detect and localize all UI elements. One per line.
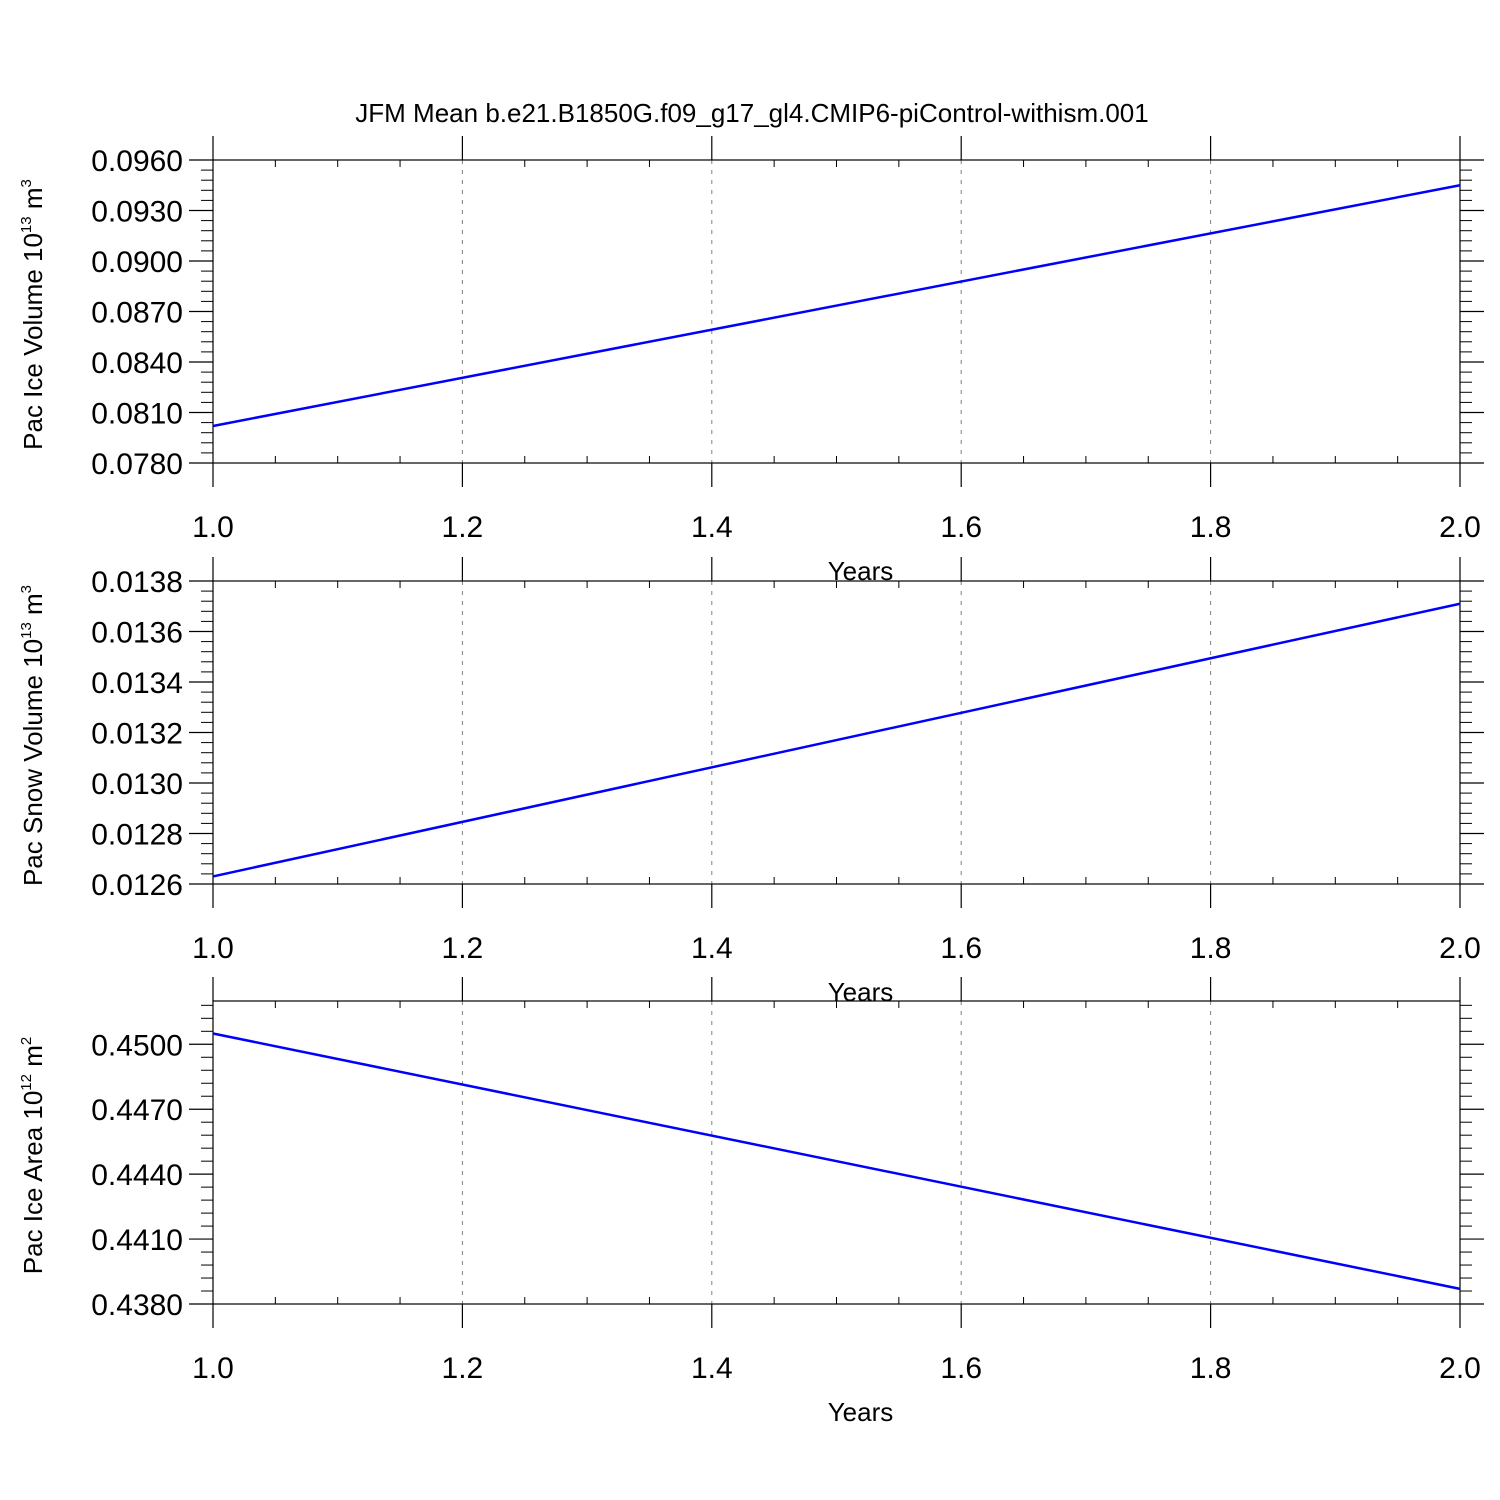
y-tick-label: 0.0138	[91, 566, 183, 599]
chart-panel-1: 1.0 1.2 1.4 1.6 1.8 2.0 0.0780 0.0810 0.0840 0.08…	[18, 136, 1484, 586]
y-tick-label: 0.0870	[91, 297, 183, 330]
y-tick-label: 0.0130	[91, 768, 183, 801]
y-tick-label: 0.4380	[91, 1289, 183, 1322]
series-line	[212, 1032, 1461, 1291]
x-tick-label: 1.6	[940, 932, 982, 965]
x-tick-label: 1.8	[1190, 511, 1232, 544]
x-tick-label: 1.4	[691, 932, 733, 965]
x-tick-label: 1.0	[192, 1352, 234, 1385]
y-tick-label: 0.4500	[91, 1029, 183, 1062]
y-axis-label: Pac Snow Volume 1013 m3	[18, 585, 48, 886]
x-tick-label: 1.6	[940, 1352, 982, 1385]
panels: 1.0 1.2 1.4 1.6 1.8 2.0 0.0780 0.0810 0.0840 0.08…	[18, 136, 1484, 1427]
y-tick-label: 0.0126	[91, 869, 183, 902]
y-tick-label: 0.0810	[91, 398, 183, 431]
chart-panel-2: 1.0 1.2 1.4 1.6 1.8 2.0 0.0126 0.0128 0.0130 0.01…	[18, 557, 1484, 1007]
x-tick-label: 1.4	[691, 1352, 733, 1385]
y-tick-label: 0.0136	[91, 617, 183, 650]
y-tick-label: 0.0128	[91, 819, 183, 852]
x-tick-label: 1.2	[442, 1352, 484, 1385]
x-tick-label: 1.4	[691, 511, 733, 544]
y-tick-label: 0.4440	[91, 1159, 183, 1192]
x-tick-label: 2.0	[1439, 511, 1481, 544]
x-tick-label: 1.8	[1190, 1352, 1232, 1385]
x-tick-label: 1.6	[940, 511, 982, 544]
y-tick-label: 0.0780	[91, 448, 183, 481]
x-axis-label: Years	[828, 977, 894, 1007]
series-line	[212, 184, 1461, 428]
y-axis-label: Pac Ice Area 1012 m2	[18, 1037, 48, 1274]
y-tick-label: 0.0840	[91, 347, 183, 380]
x-tick-label: 1.2	[442, 932, 484, 965]
y-tick-label: 0.0134	[91, 667, 183, 700]
y-axis-label: Pac Ice Volume 1013 m3	[18, 179, 48, 450]
x-tick-label: 1.0	[192, 511, 234, 544]
y-tick-label: 0.4470	[91, 1094, 183, 1127]
series-line	[212, 602, 1461, 878]
x-tick-label: 2.0	[1439, 932, 1481, 965]
x-tick-label: 1.2	[442, 511, 484, 544]
x-axis-label: Years	[828, 1397, 894, 1427]
y-tick-label: 0.0900	[91, 246, 183, 279]
figure-title: JFM Mean b.e21.B1850G.f09_g17_gl4.CMIP6-…	[355, 98, 1148, 128]
x-tick-label: 2.0	[1439, 1352, 1481, 1385]
x-tick-label: 1.0	[192, 932, 234, 965]
y-tick-label: 0.0960	[91, 145, 183, 178]
x-tick-label: 1.8	[1190, 932, 1232, 965]
y-tick-label: 0.0132	[91, 718, 183, 751]
y-tick-label: 0.0930	[91, 196, 183, 229]
y-tick-label: 0.4410	[91, 1224, 183, 1257]
chart-panel-3: 1.0 1.2 1.4 1.6 1.8 2.0 0.4380 0.4410 0.4440 0.44…	[18, 977, 1484, 1427]
